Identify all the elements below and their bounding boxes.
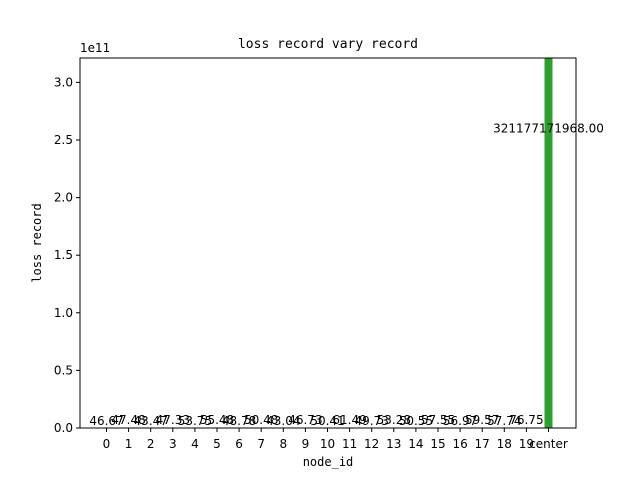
data-label: 50.55: [399, 414, 433, 428]
chart-title: loss record vary record: [238, 37, 418, 52]
data-label: 47.48: [111, 413, 145, 427]
x-tick-label: 11: [342, 437, 357, 451]
y-tick-label: 2.5: [54, 133, 73, 147]
x-axis-label: node_id: [303, 455, 354, 469]
plot-frame: [79, 57, 577, 429]
x-tick-label: 8: [279, 437, 287, 451]
x-tick-label: 9: [302, 437, 310, 451]
data-label: 50.48: [244, 413, 278, 427]
data-label: 321177171968.00: [493, 121, 604, 135]
x-tick-label: 5: [213, 437, 221, 451]
x-tick-label: 16: [452, 437, 467, 451]
y-axis-label: loss record: [30, 203, 44, 282]
data-label: 46.73: [288, 413, 322, 427]
y-tick-label: 3.0: [54, 75, 73, 89]
data-label: 46.67: [89, 414, 123, 428]
data-label: 43.04: [266, 414, 300, 428]
x-tick-label: 17: [475, 437, 490, 451]
y-offset-text: 1e11: [80, 41, 110, 55]
data-label: 53.28: [377, 413, 411, 427]
x-tick-label: center: [529, 437, 568, 451]
bar: [544, 58, 553, 428]
x-tick-label: 10: [320, 437, 335, 451]
y-tick-label: 0.5: [54, 363, 73, 377]
data-label: 57.74: [487, 414, 521, 428]
data-label: 49.73: [355, 414, 389, 428]
data-label: 56.97: [443, 414, 477, 428]
x-tick-label: 1: [125, 437, 133, 451]
x-tick-label: 7: [257, 437, 265, 451]
data-label: 53.75: [178, 414, 212, 428]
data-label: 76.75: [509, 413, 543, 427]
data-label: 57.55: [421, 413, 455, 427]
x-tick-label: 12: [364, 437, 379, 451]
x-tick-label: 18: [497, 437, 512, 451]
data-label: 55.48: [200, 413, 234, 427]
data-label: 43.47: [134, 414, 168, 428]
x-tick-label: 3: [169, 437, 177, 451]
y-tick-label: 1.5: [54, 248, 73, 262]
data-label: 59.57: [465, 413, 499, 427]
x-tick-label: 19: [519, 437, 534, 451]
data-label: 47.33: [156, 413, 190, 427]
y-axis-ticks: 0.0 0.5 1.0 1.5 2.0 2.5 3.0: [54, 75, 80, 435]
y-tick-label: 2.0: [54, 191, 73, 205]
x-tick-label: 2: [147, 437, 155, 451]
x-tick-label: 14: [408, 437, 423, 451]
x-tick-label: 6: [235, 437, 243, 451]
bars: [544, 58, 553, 428]
data-labels: 46.6747.4843.4747.3353.7555.4848.7850.48…: [89, 121, 604, 428]
y-tick-label: 1.0: [54, 306, 73, 320]
data-label: 50.41: [310, 414, 344, 428]
x-tick-label: 15: [430, 437, 445, 451]
data-label: 61.49: [332, 413, 366, 427]
y-tick-label: 0.0: [54, 421, 73, 435]
x-tick-label: 13: [386, 437, 401, 451]
x-tick-label: 0: [103, 437, 111, 451]
data-label: 48.78: [222, 414, 256, 428]
x-tick-label: 4: [191, 437, 199, 451]
